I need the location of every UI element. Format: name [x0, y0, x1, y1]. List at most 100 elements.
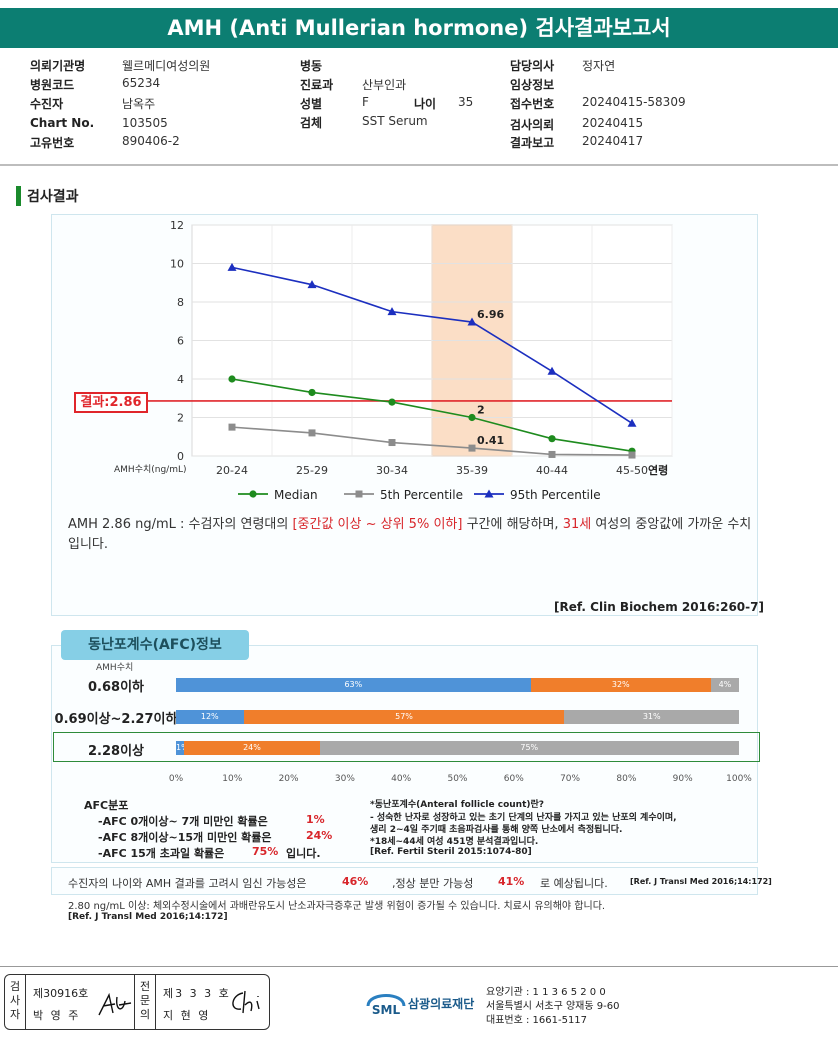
- data-point: [227, 262, 237, 271]
- y-tick-label: 10: [170, 258, 184, 271]
- afc-row-label: 2.28이상: [88, 744, 144, 759]
- afc-axis-tick: 60%: [503, 774, 524, 784]
- afc-summary-title: AFC분포: [84, 799, 129, 812]
- data-point: [228, 423, 236, 431]
- desc-text: 여성의 중앙값에 가까운 수치입니다.: [68, 517, 752, 552]
- signer-no: 제3 3 3 호: [163, 987, 231, 1000]
- report-title: AMH (Anti Mullerian hormone) 검사결과보고서: [0, 8, 838, 48]
- afc-note: - 성숙한 난자로 성장하고 있는 초기 단계의 난자를 가지고 있는 난포의 …: [370, 813, 677, 823]
- divider: [0, 164, 838, 166]
- info-label: 성별: [300, 97, 323, 111]
- bar-segment: 32%: [530, 678, 711, 692]
- info-value: 20240417: [582, 134, 644, 148]
- desc-text: 구간에 해당하며,: [462, 517, 563, 532]
- org-code: 요양기관 : 1 1 3 6 5 2 0 0: [486, 987, 606, 998]
- afc-summary-line: -AFC 8개이상~15개 미만인 확률은 24%: [98, 829, 332, 845]
- data-point: [547, 366, 557, 375]
- info-label: 검사의뢰: [510, 118, 555, 132]
- data-point: [467, 317, 477, 326]
- preg-text: 로 예상됩니다.: [540, 877, 608, 890]
- x-tick-label: 45-50: [616, 464, 648, 477]
- logo-text: SML: [372, 1003, 401, 1017]
- legend-label: Median: [274, 488, 318, 502]
- x-tick-label: 20-24: [216, 464, 248, 477]
- info-value: 20240415: [582, 116, 644, 130]
- preg-ref: [Ref. J Transl Med 2016;14:172]: [630, 877, 772, 886]
- data-label: 2: [477, 404, 485, 417]
- afc-axis-tick: 30%: [334, 774, 355, 784]
- afc-tab: 동난포계수(AFC)정보: [61, 630, 249, 660]
- afc-note: *동난포계수(Anteral follicle count)란?: [370, 800, 544, 810]
- data-point: [307, 280, 317, 289]
- signer-name: 박 영 주: [33, 1009, 81, 1022]
- info-value: 890406-2: [122, 134, 180, 148]
- org-phone: 대표번호 : 1661-5117: [486, 1015, 588, 1026]
- bar-segment: 63%: [176, 678, 531, 692]
- afc-axis-tick: 10%: [222, 774, 243, 784]
- bar-segment: 75%: [319, 741, 739, 755]
- bar-segment: 1%: [176, 741, 185, 755]
- afc-axis-tick: 70%: [560, 774, 581, 784]
- info-value: 65234: [122, 76, 161, 90]
- afc-axis-tick: 0%: [168, 774, 184, 784]
- legend-marker: [484, 489, 494, 498]
- info-label: 담당의사: [510, 59, 555, 73]
- result-label: 결과:2.86: [74, 392, 148, 413]
- y-tick-label: 12: [170, 219, 184, 232]
- bar-segment: 57%: [243, 710, 565, 724]
- y-tick-label: 6: [177, 335, 184, 348]
- data-point: [468, 413, 476, 422]
- amh-column-label: AMH수치: [96, 663, 134, 673]
- info-label: 접수번호: [510, 97, 555, 111]
- info-label: 수진자: [30, 97, 64, 111]
- y-tick-label: 2: [177, 412, 184, 425]
- afc-bar: 63% 32% 4%: [176, 678, 739, 692]
- y-tick-label: 4: [177, 373, 184, 386]
- data-point: [548, 435, 556, 443]
- data-point: [548, 450, 556, 458]
- divider: [0, 966, 838, 967]
- preg-value: 46%: [342, 875, 369, 888]
- highlight-row: [53, 732, 760, 762]
- info-label: 임상정보: [510, 78, 555, 92]
- cell-divider: [155, 975, 156, 1029]
- afc-line-text: -AFC 8개이상~15개 미만인 확률은: [98, 831, 272, 844]
- afc-row-label: 0.68이하: [88, 680, 144, 695]
- afc-axis-tick: 90%: [672, 774, 693, 784]
- info-value: 남옥주: [122, 97, 156, 111]
- info-value: 정자연: [582, 59, 616, 73]
- afc-axis-tick: 20%: [278, 774, 299, 784]
- info-value: 103505: [122, 116, 168, 130]
- data-point: [627, 418, 637, 427]
- y-tick-label: 8: [177, 296, 184, 309]
- afc-line-pct: 75%: [252, 845, 279, 858]
- section-title: 검사결과: [16, 186, 79, 206]
- info-value: 웰르메디여성의원: [122, 59, 211, 73]
- info-label: 고유번호: [30, 136, 75, 150]
- afc-row-label: 0.69이상~2.27이하: [54, 712, 178, 727]
- data-point: [228, 375, 236, 383]
- signer-name: 지 현 영: [163, 1009, 211, 1022]
- info-label: 의뢰기관명: [30, 59, 86, 73]
- reference: [Ref. J Transl Med 2016;14:172]: [68, 912, 228, 922]
- signature-left: [98, 992, 132, 1016]
- cell-divider: [25, 975, 26, 1029]
- afc-bar: 1%24%75%: [176, 741, 739, 755]
- x-tick-label: 25-29: [296, 464, 328, 477]
- x-axis-suffix: 연령: [648, 463, 668, 477]
- afc-summary-line: -AFC 0개이상~ 7개 미만인 확률은 1%: [98, 813, 325, 829]
- desc-range: [중간값 이상 ~ 상위 5% 이하]: [292, 517, 463, 532]
- section-marker: [16, 186, 21, 206]
- desc-age: 31세: [562, 517, 592, 532]
- info-label: 병원코드: [30, 78, 75, 92]
- x-tick-label: 35-39: [456, 464, 488, 477]
- info-value: F: [362, 95, 369, 109]
- section-title-text: 검사결과: [27, 189, 79, 205]
- legend-label: 95th Percentile: [510, 488, 601, 502]
- info-label: 병동: [300, 59, 323, 73]
- info-label: 진료과: [300, 78, 334, 92]
- data-point: [468, 444, 476, 452]
